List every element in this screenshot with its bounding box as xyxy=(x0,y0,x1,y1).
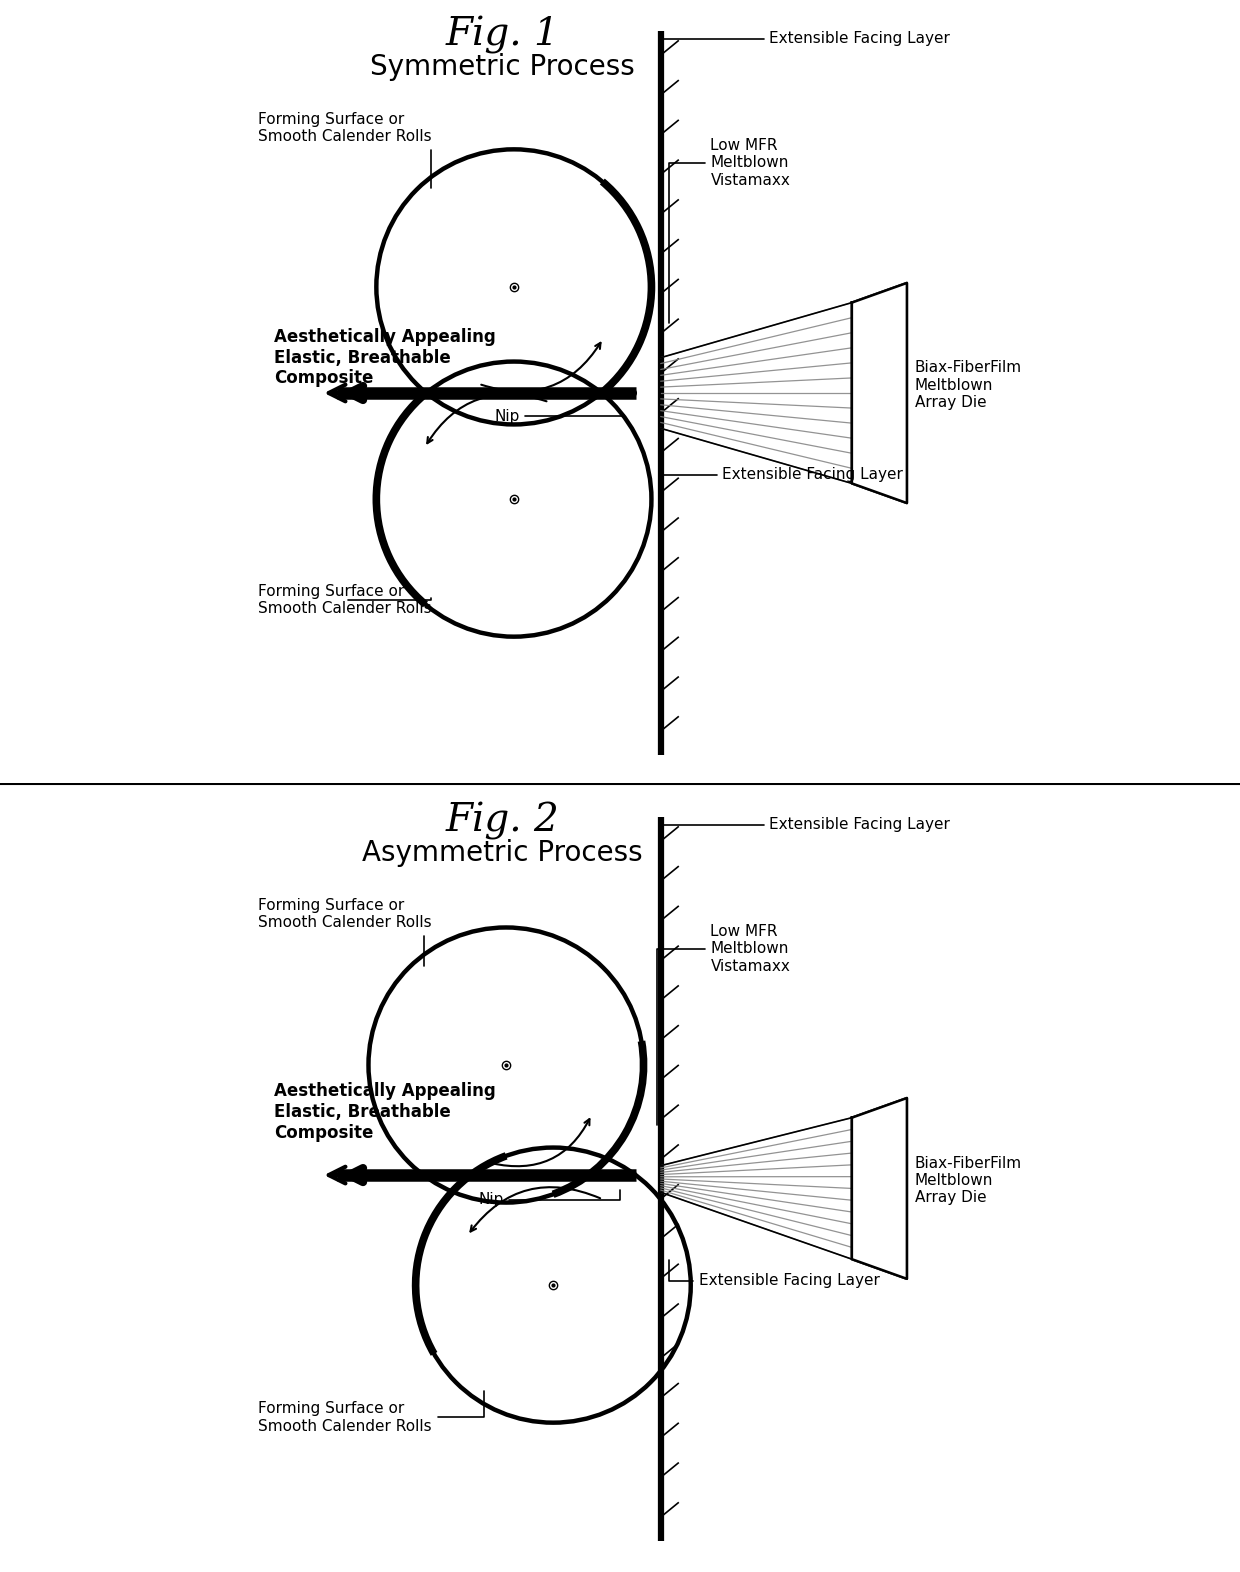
Text: Symmetric Process: Symmetric Process xyxy=(370,53,635,80)
Text: Forming Surface or
Smooth Calender Rolls: Forming Surface or Smooth Calender Rolls xyxy=(258,583,432,616)
Text: Forming Surface or
Smooth Calender Rolls: Forming Surface or Smooth Calender Rolls xyxy=(258,898,432,965)
Text: Low MFR
Meltblown
Vistamaxx: Low MFR Meltblown Vistamaxx xyxy=(657,924,790,1126)
Text: Asymmetric Process: Asymmetric Process xyxy=(362,839,642,866)
Text: Aesthetically Appealing
Elastic, Breathable
Composite: Aesthetically Appealing Elastic, Breatha… xyxy=(274,329,496,387)
Polygon shape xyxy=(852,1097,906,1280)
Text: Nip: Nip xyxy=(495,409,624,423)
Text: Nip: Nip xyxy=(479,1190,620,1207)
Polygon shape xyxy=(852,283,906,503)
Text: Biax-FiberFilm
Meltblown
Array Die: Biax-FiberFilm Meltblown Array Die xyxy=(915,1155,1022,1206)
Text: Fig. 1: Fig. 1 xyxy=(445,16,559,55)
Text: Extensible Facing Layer: Extensible Facing Layer xyxy=(661,31,950,52)
Text: Low MFR
Meltblown
Vistamaxx: Low MFR Meltblown Vistamaxx xyxy=(668,138,790,324)
Text: Extensible Facing Layer: Extensible Facing Layer xyxy=(661,467,903,483)
Text: Fig. 2: Fig. 2 xyxy=(445,802,559,841)
Text: Extensible Facing Layer: Extensible Facing Layer xyxy=(668,1261,879,1287)
Text: Forming Surface or
Smooth Calender Rolls: Forming Surface or Smooth Calender Rolls xyxy=(258,112,432,187)
Text: Forming Surface or
Smooth Calender Rolls: Forming Surface or Smooth Calender Rolls xyxy=(258,1391,485,1434)
Text: Biax-FiberFilm
Meltblown
Array Die: Biax-FiberFilm Meltblown Array Die xyxy=(915,360,1022,410)
Text: Extensible Facing Layer: Extensible Facing Layer xyxy=(661,817,950,838)
Text: Aesthetically Appealing
Elastic, Breathable
Composite: Aesthetically Appealing Elastic, Breatha… xyxy=(274,1083,496,1141)
